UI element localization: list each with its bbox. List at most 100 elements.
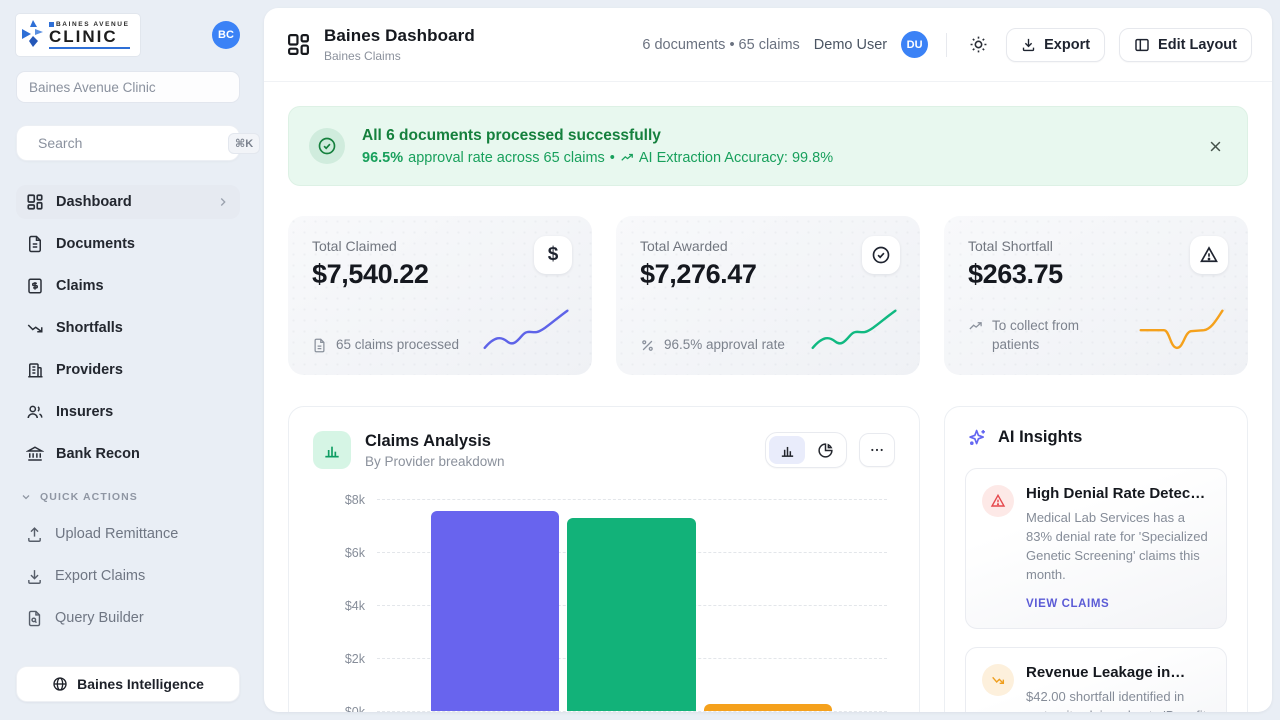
page-title: Baines Dashboard [324, 26, 475, 45]
stat-note-text: To collect from patients [992, 318, 1080, 353]
theme-toggle-button[interactable] [965, 31, 992, 58]
baines-intelligence-label: Baines Intelligence [77, 676, 204, 692]
sidebar-item-label: Shortfalls [56, 320, 123, 336]
quick-action-upload-remittance[interactable]: Upload Remittance [16, 517, 240, 551]
insight-title: Revenue Leakage in… [1026, 664, 1186, 682]
view-claims-link[interactable]: VIEW CLAIMS [1026, 598, 1110, 611]
separator-dot: • [609, 149, 615, 166]
documents-claims-count: 6 documents • 65 claims [642, 36, 800, 53]
quick-actions-label: QUICK ACTIONS [40, 491, 138, 503]
sidebar-item-label: Providers [56, 362, 123, 378]
panel-left-icon [1135, 38, 1149, 51]
sidebar-item-documents[interactable]: Documents [16, 227, 240, 261]
stat-value: $263.75 [968, 259, 1063, 289]
stat-label: Total Shortfall [968, 238, 1053, 254]
globe-icon [53, 677, 67, 691]
logo-text-top: BAINES AVENUE [49, 21, 130, 28]
chart-more-button[interactable] [859, 433, 895, 467]
user-name: Demo User [813, 36, 888, 53]
bar-chart-toggle-button[interactable] [769, 436, 805, 464]
clinic-logo-icon [22, 20, 43, 47]
stat-card-total-shortfall: Total Shortfall $263.75 To collect from … [944, 216, 1248, 375]
export-label: Export [1044, 36, 1091, 53]
success-banner: All 6 documents processed successfully 9… [288, 106, 1248, 186]
sidebar-item-label: Documents [56, 236, 135, 252]
banner-close-button[interactable] [1204, 135, 1227, 158]
stat-note-text: 96.5% approval rate [664, 337, 785, 353]
chevron-right-icon [216, 195, 230, 209]
insight-body: $42.00 shortfall identified in maternity… [1026, 689, 1206, 712]
sidebar-item-claims[interactable]: Claims [16, 269, 240, 303]
close-icon [1210, 141, 1221, 151]
bar-chart-badge-icon [313, 431, 351, 469]
sidebar-item-providers[interactable]: Providers [16, 353, 240, 387]
quick-action-label: Query Builder [55, 610, 144, 626]
claims-chart-plot: $8k $6k $4k $2k $0k [345, 493, 887, 712]
insight-card-revenue-leakage[interactable]: Revenue Leakage in… $42.00 shortfall ide… [965, 647, 1227, 712]
banner-title: All 6 documents processed successfully [362, 126, 661, 144]
chevron-down-icon [22, 495, 30, 500]
stat-cards-row: Total Claimed $7,540.22 $ 65 claims proc… [288, 216, 1248, 375]
claims-analysis-subtitle: By Provider breakdown [365, 453, 505, 469]
quick-action-label: Upload Remittance [55, 526, 179, 542]
bar-chart-icon [781, 446, 793, 457]
sidebar-item-dashboard[interactable]: Dashboard [16, 185, 240, 219]
building-icon [26, 361, 44, 379]
bar-total-shortfall[interactable] [703, 704, 833, 711]
pie-chart-toggle-button[interactable] [807, 436, 843, 464]
search-input[interactable] [38, 135, 219, 151]
check-circle-icon [309, 128, 345, 164]
pie-chart-icon [817, 442, 833, 458]
sidebar-item-label: Claims [56, 278, 104, 294]
banner-subtitle: 96.5% approval rate across 65 claims • A… [362, 150, 833, 166]
bar-total-awarded[interactable] [567, 518, 696, 711]
sidebar-item-label: Insurers [56, 404, 114, 420]
trending-down-icon [26, 319, 44, 337]
check-circle-icon [862, 236, 900, 274]
user-avatar[interactable]: DU [901, 31, 929, 58]
stat-value: $7,276.47 [640, 259, 757, 289]
sparkline-awarded [811, 309, 897, 350]
stat-card-total-claimed: Total Claimed $7,540.22 $ 65 claims proc… [288, 216, 592, 375]
sidebar-item-shortfalls[interactable]: Shortfalls [16, 311, 240, 345]
sidebar: BAINES AVENUE CLINIC BC ⌘K Dashboard [0, 0, 261, 720]
file-text-icon [26, 235, 44, 253]
sparkline-shortfall [1139, 309, 1224, 350]
sidebar-item-insurers[interactable]: Insurers [16, 395, 240, 429]
dashboard-grid-icon [26, 193, 44, 211]
y-axis-tick: $0k [344, 705, 365, 712]
baines-intelligence-button[interactable]: Baines Intelligence [16, 666, 240, 702]
users-icon [26, 403, 44, 421]
stat-label: Total Awarded [640, 238, 728, 254]
alert-triangle-icon [1190, 236, 1228, 274]
upload-icon [26, 526, 43, 543]
y-axis-tick: $6k [344, 546, 365, 560]
insight-card-high-denial[interactable]: High Denial Rate Detected Medical Lab Se… [965, 468, 1227, 630]
sidebar-item-bank-recon[interactable]: Bank Recon [16, 437, 240, 471]
quick-action-export-claims[interactable]: Export Claims [16, 559, 240, 593]
stat-label: Total Claimed [312, 238, 397, 254]
export-button[interactable]: Export [1006, 27, 1106, 62]
quick-actions-section[interactable]: QUICK ACTIONS [16, 491, 240, 503]
dollar-receipt-icon [26, 277, 44, 295]
search-shortcut-badge: ⌘K [228, 132, 261, 154]
main-pane: Baines Dashboard Baines Claims 6 documen… [264, 8, 1272, 712]
sparkline-claimed [483, 309, 569, 350]
quick-action-query-builder[interactable]: Query Builder [16, 601, 240, 635]
alert-triangle-icon [982, 485, 1014, 517]
bar-total-claimed[interactable] [430, 511, 560, 711]
dashboard-header: Baines Dashboard Baines Claims 6 documen… [264, 8, 1272, 82]
ai-accuracy-text: AI Extraction Accuracy: 99.8% [638, 149, 834, 166]
edit-layout-button[interactable]: Edit Layout [1119, 27, 1252, 62]
ai-insights-title: AI Insights [998, 428, 1083, 446]
trending-down-icon [982, 664, 1014, 697]
claims-analysis-title: Claims Analysis [365, 431, 491, 450]
sidebar-avatar[interactable]: BC [212, 21, 240, 49]
clinic-name-input[interactable] [16, 71, 240, 103]
stat-card-total-awarded: Total Awarded $7,276.47 96.5% approval r… [616, 216, 920, 375]
claims-analysis-card: Claims Analysis By Provider breakdown [288, 406, 920, 712]
bank-icon [26, 445, 44, 463]
percent-icon [640, 338, 655, 353]
file-text-icon [312, 338, 327, 353]
search-box[interactable]: ⌘K [16, 125, 261, 161]
